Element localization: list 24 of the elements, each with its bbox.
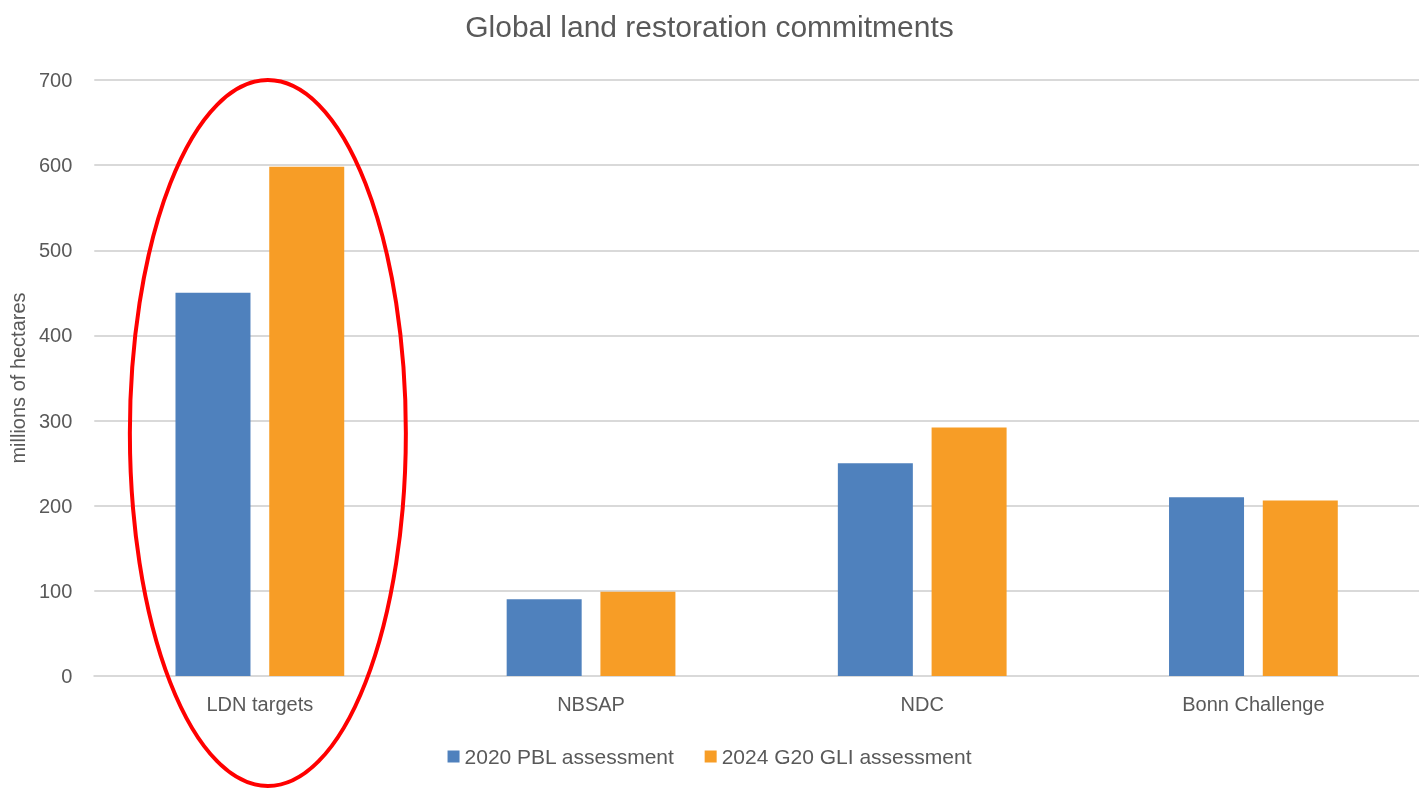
x-tick-label: NDC (900, 693, 944, 715)
bar (600, 591, 676, 676)
y-tick-label: 600 (38, 154, 73, 177)
chart-title: Global land restoration commitments (465, 9, 954, 43)
x-tick-label: NBSAP (557, 693, 625, 715)
bar (1169, 497, 1245, 676)
y-tick-label: 200 (38, 494, 73, 517)
bar (506, 599, 582, 676)
y-tick-label: 0 (61, 665, 73, 687)
y-tick-label: 400 (38, 324, 73, 347)
y-axis-title: millions of hectares (7, 292, 29, 464)
legend-label: 2020 PBL assessment (464, 745, 675, 768)
bar (269, 166, 345, 676)
y-tick-label: 100 (38, 579, 73, 602)
x-tick-label: Bonn Challenge (1182, 693, 1325, 715)
bar (931, 427, 1007, 676)
x-tick-label: LDN targets (206, 693, 314, 715)
legend-label: 2024 G20 GLI assessment (721, 745, 972, 768)
y-tick-label: 300 (38, 409, 73, 432)
y-tick-label: 500 (38, 239, 73, 262)
bar (837, 463, 913, 676)
y-tick-label: 700 (38, 69, 73, 91)
bar (1262, 500, 1338, 676)
bar (175, 292, 251, 676)
